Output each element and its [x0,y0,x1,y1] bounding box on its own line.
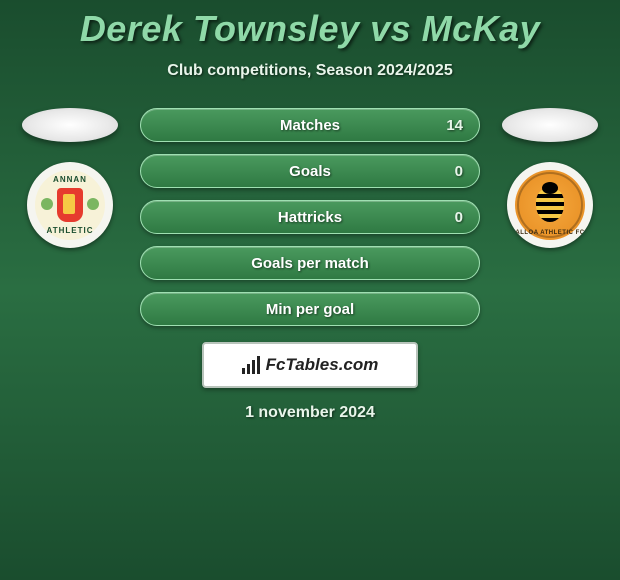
left-club-badge[interactable]: ANNAN ATHLETIC [27,162,113,248]
date-label: 1 november 2024 [0,404,620,422]
brand-text: FcTables.com [266,355,379,375]
brand-link[interactable]: FcTables.com [202,342,418,388]
thistle-icon [87,198,99,210]
stat-right-value: 0 [455,209,463,226]
right-badge-inner: ALLOA ATHLETIC FC [515,170,585,240]
subtitle: Club competitions, Season 2024/2025 [0,62,620,80]
wasp-icon [536,188,564,222]
stat-right-value: 14 [446,117,463,134]
shield-icon [57,188,83,222]
stats-column: Matches 14 Goals 0 Hattricks 0 Goals per… [140,108,480,326]
stat-label: Hattricks [278,209,342,226]
left-badge-inner: ANNAN ATHLETIC [35,170,105,240]
right-club-badge[interactable]: ALLOA ATHLETIC FC [507,162,593,248]
stat-label: Goals [289,163,331,180]
stat-row-matches: Matches 14 [140,108,480,142]
stat-row-goals-per-match: Goals per match [140,246,480,280]
page-title: Derek Townsley vs McKay [0,8,620,50]
stat-row-min-per-goal: Min per goal [140,292,480,326]
stat-label: Matches [280,117,340,134]
stat-right-value: 0 [455,163,463,180]
bar-chart-icon [242,356,260,374]
stat-row-hattricks: Hattricks 0 [140,200,480,234]
thistle-icon [41,198,53,210]
root-container: Derek Townsley vs McKay Club competition… [0,0,620,422]
main-row: ANNAN ATHLETIC Matches 14 Goals 0 [0,108,620,326]
left-badge-text-top: ANNAN [35,175,105,184]
left-badge-text-bottom: ATHLETIC [35,226,105,235]
right-badge-text: ALLOA ATHLETIC FC [515,230,585,236]
stat-row-goals: Goals 0 [140,154,480,188]
left-player-column: ANNAN ATHLETIC [18,108,122,248]
stat-label: Min per goal [266,301,354,318]
left-player-silhouette [22,108,118,142]
right-player-silhouette [502,108,598,142]
stat-label: Goals per match [251,255,369,272]
right-player-column: ALLOA ATHLETIC FC [498,108,602,248]
